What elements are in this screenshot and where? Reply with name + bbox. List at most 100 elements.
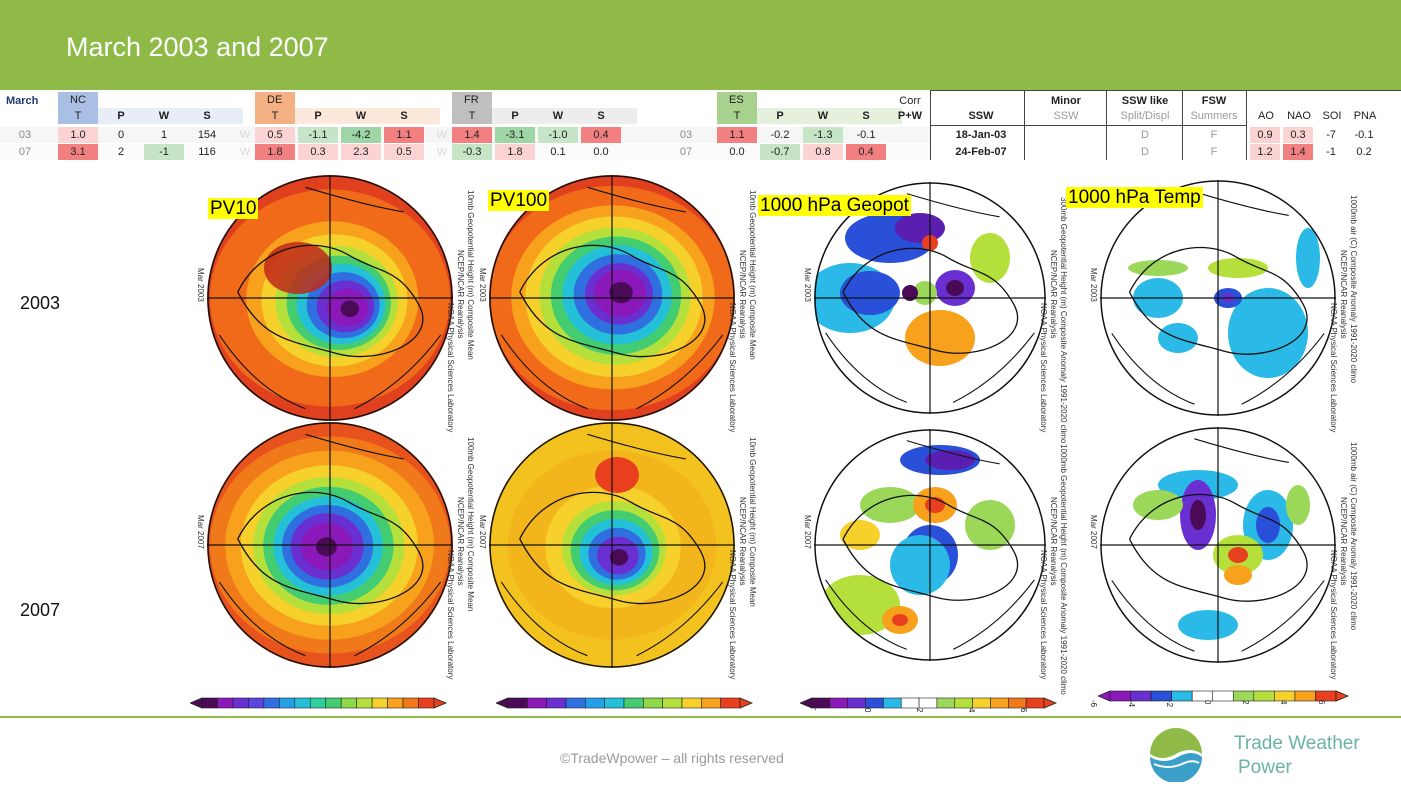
colorbar-tick-label: 6 <box>1317 700 1326 705</box>
fr-value: 1.8 <box>495 144 535 160</box>
nc-value: 154 <box>197 129 217 141</box>
ssw-header: SSW <box>968 110 994 122</box>
index-col-header: SOI <box>1322 110 1342 122</box>
spacer <box>938 93 1024 109</box>
es-value: 0.8 <box>803 144 843 160</box>
nc-header-band <box>58 108 98 124</box>
colorbar-tick-label: 4 <box>967 708 976 713</box>
polar-map-graphic <box>1100 427 1336 663</box>
polar-map-graphic <box>1100 180 1336 416</box>
de-value: 0.5 <box>384 144 424 160</box>
year-label: 2003 <box>20 293 61 313</box>
ssw-date: 24-Feb-07 <box>955 146 1007 158</box>
nc-value: 1.0 <box>58 127 98 143</box>
table-gridline <box>930 125 1246 126</box>
es-value: -0.7 <box>760 144 800 160</box>
de-value: 1.1 <box>384 127 424 143</box>
de-col-header: T <box>271 110 279 122</box>
de-value: -4.2 <box>341 127 381 143</box>
corr-label: Corr <box>899 95 921 107</box>
map-lab-label: NOAA Physical Sciences Laboratory <box>1039 303 1048 433</box>
pv10-map-2003 <box>207 175 453 421</box>
nc-col-header: P <box>117 110 125 122</box>
fr-value: -1.0 <box>538 127 578 143</box>
map-source-label: NCEP/NCAR Reanalysis <box>1049 497 1058 586</box>
map-lab-label: NOAA Physical Sciences Laboratory <box>446 550 455 680</box>
de-value: 2.3 <box>341 144 381 160</box>
colorbar <box>496 697 754 709</box>
map-source-label: NCEP/NCAR Reanalysis <box>738 250 747 339</box>
map-title: 1000 hPa Geopot <box>758 195 911 216</box>
map-variable-label: 10mb Geopotential Height (m) Composite M… <box>466 190 475 360</box>
es-header-band <box>717 108 757 124</box>
de-header-band <box>255 108 295 124</box>
map-variable-label: 10mb Geopotential Height (m) Composite M… <box>748 437 757 607</box>
map-lab-label: NOAA Physical Sciences Laboratory <box>1039 550 1048 680</box>
colorbar-tick-label: 0 <box>863 708 872 713</box>
map-variable-label: 10mb Geopotential Height (m) Composite M… <box>748 190 757 360</box>
map-lab-label: NOAA Physical Sciences Laboratory <box>728 550 737 680</box>
es-value: -1.3 <box>803 127 843 143</box>
de-col-header: W <box>355 110 367 122</box>
map-title: PV10 <box>208 198 259 219</box>
index-value: -1 <box>1326 146 1336 158</box>
index-value: -7 <box>1326 129 1336 141</box>
es-header: ES <box>717 92 757 108</box>
pw-label: P+W <box>897 110 923 122</box>
nc-value: 1 <box>160 129 168 141</box>
nc-value: 2 <box>117 146 125 158</box>
es-value: 0.4 <box>846 144 886 160</box>
sswlike-value: D <box>1141 129 1149 141</box>
header-band <box>98 108 243 124</box>
colorbar-tick-label: -2 <box>1165 700 1174 708</box>
map-variable-label: 1000mb air (C) Composite Anomaly 1991-20… <box>1349 195 1358 384</box>
fr-header-band <box>452 108 492 124</box>
map-title: PV100 <box>488 190 550 211</box>
map-lab-label: NOAA Physical Sciences Laboratory <box>1329 550 1338 680</box>
de-value: 0.3 <box>298 144 338 160</box>
es-col-header: S <box>862 110 870 122</box>
map-title: 1000 hPa Temp <box>1066 187 1203 208</box>
index-value: 1.2 <box>1250 144 1280 160</box>
footer-divider <box>0 716 1401 718</box>
map-date-label: Mar 2003 <box>196 268 205 302</box>
temp-1000hpa-map-2003 <box>1100 180 1336 416</box>
month-label: March <box>6 95 39 107</box>
map-date-label: Mar 2007 <box>1089 515 1098 549</box>
logo-icon <box>1150 728 1202 783</box>
nc-value: -1 <box>144 144 184 160</box>
map-date-label: Mar 2007 <box>478 515 487 549</box>
map-date-label: Mar 2007 <box>196 515 205 549</box>
polar-map-graphic <box>489 175 735 421</box>
index-value: 0.3 <box>1283 127 1313 143</box>
fr-value: 0.1 <box>550 146 566 158</box>
map-date-label: Mar 2003 <box>1089 268 1098 302</box>
fr-col-header: T <box>468 110 476 122</box>
map-date-label: Mar 2003 <box>478 268 487 302</box>
polar-map-graphic <box>814 429 1046 661</box>
index-value: 0.2 <box>1356 146 1372 158</box>
map-date-label: Mar 2007 <box>803 515 812 549</box>
de-value: 1.8 <box>255 144 295 160</box>
de-col-header: S <box>400 110 408 122</box>
nc-value: 116 <box>198 146 216 158</box>
colorbar <box>800 697 1058 709</box>
index-value: -0.1 <box>1354 129 1374 141</box>
es-value: -0.1 <box>856 129 876 141</box>
logo-line2: Power <box>1238 757 1292 778</box>
sswlike-header: SSW like <box>1121 95 1169 107</box>
page-title: March 2003 and 2007 <box>66 32 329 62</box>
w-marker: W <box>239 129 251 141</box>
map-variable-label: 1000mb air (C) Composite Anomaly 1991-20… <box>1349 442 1358 631</box>
fr-value: -3.1 <box>495 127 535 143</box>
colorbar <box>1098 690 1350 702</box>
es-value: 1.1 <box>717 127 757 143</box>
header-banner: March 2003 and 2007 <box>0 0 1401 90</box>
nc-col-header: W <box>158 110 170 122</box>
de-value: -1.1 <box>298 127 338 143</box>
index-value: 1.4 <box>1283 144 1313 160</box>
colorbar-tick-label: -4 <box>1127 700 1136 708</box>
fr-value: 1.4 <box>452 127 492 143</box>
es-row-year: 03 <box>679 129 693 141</box>
es-value: 0.0 <box>729 146 745 158</box>
